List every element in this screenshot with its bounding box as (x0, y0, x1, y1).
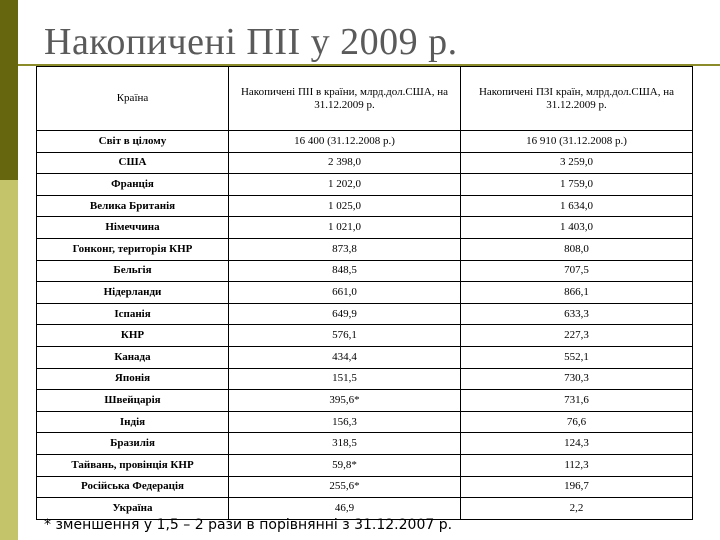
inward-fdi-cell: 661,0 (228, 281, 461, 304)
inward-fdi-cell: 848,5 (228, 259, 461, 283)
table-row: Російська Федерація 255,6* 196,7 (36, 475, 693, 499)
table-header-row: Країна Накопичені ПІІ в країни, млрд.дол… (36, 66, 693, 131)
inward-fdi-cell: 1 021,0 (228, 216, 461, 239)
outward-fdi-cell: 552,1 (460, 345, 693, 369)
inward-fdi-cell: 318,5 (228, 432, 461, 455)
country-cell: Велика Британія (36, 194, 229, 218)
country-cell: Гонконг, територія КНР (36, 237, 229, 261)
inward-fdi-cell: 434,4 (228, 345, 461, 369)
footnote: * зменшення у 1,5 – 2 рази в порівнянні … (44, 517, 453, 533)
inward-fdi-cell: 1 202,0 (228, 173, 461, 196)
country-cell: Японія (36, 367, 229, 391)
table-row: Гонконг, територія КНР 873,8 808,0 (36, 237, 693, 261)
side-bar-dark-segment (0, 0, 18, 180)
table-row: Нідерланди 661,0 866,1 (36, 281, 693, 304)
outward-fdi-cell: 808,0 (460, 237, 693, 261)
table-row: Світ в цілому 16 400 (31.12.2008 р.) 16 91… (36, 130, 693, 153)
country-cell: Нідерланди (36, 281, 229, 304)
table-row: Канада 434,4 552,1 (36, 345, 693, 369)
outward-fdi-cell: 112,3 (460, 453, 693, 477)
inward-fdi-cell: 2 398,0 (228, 151, 461, 175)
outward-fdi-cell: 1 759,0 (460, 173, 693, 196)
table-row: Франція 1 202,0 1 759,0 (36, 173, 693, 196)
inward-fdi-cell: 156,3 (228, 410, 461, 434)
table-row: Бразилія 318,5 124,3 (36, 432, 693, 455)
table-row: Німеччина 1 021,0 1 403,0 (36, 216, 693, 239)
table-row: Україна 46,9 2,2 (36, 497, 693, 520)
outward-fdi-cell: 707,5 (460, 259, 693, 283)
table-row: Японія 151,5 730,3 (36, 367, 693, 391)
side-bar-light-segment (0, 180, 18, 540)
outward-fdi-cell: 633,3 (460, 302, 693, 326)
outward-fdi-cell: 1 403,0 (460, 216, 693, 239)
country-cell: Німеччина (36, 216, 229, 239)
outward-fdi-cell: 2,2 (460, 497, 693, 520)
country-cell: Канада (36, 345, 229, 369)
outward-fdi-cell: 866,1 (460, 281, 693, 304)
table-row: Індія 156,3 76,6 (36, 410, 693, 434)
inward-fdi-cell: 59,8* (228, 453, 461, 477)
country-cell: Бразилія (36, 432, 229, 455)
title-divider (18, 64, 720, 66)
inward-fdi-cell: 873,8 (228, 237, 461, 261)
country-cell: США (36, 151, 229, 175)
country-cell: Іспанія (36, 302, 229, 326)
inward-fdi-cell: 649,9 (228, 302, 461, 326)
inward-fdi-cell: 1 025,0 (228, 194, 461, 218)
header-inward-fdi: Накопичені ПІІ в країни, млрд.дол.США, н… (228, 66, 461, 131)
country-cell: Бельгія (36, 259, 229, 283)
outward-fdi-cell: 227,3 (460, 324, 693, 347)
fdi-table: Країна Накопичені ПІІ в країни, млрд.дол… (36, 66, 693, 520)
inward-fdi-cell: 395,6* (228, 389, 461, 412)
inward-fdi-cell: 16 400 (31.12.2008 р.) (228, 130, 461, 153)
outward-fdi-cell: 1 634,0 (460, 194, 693, 218)
country-cell: Російська Федерація (36, 475, 229, 499)
slide-title: Накопичені ПІІ у 2009 р. (44, 21, 458, 63)
country-cell: Індія (36, 410, 229, 434)
fdi-table-body: Країна Накопичені ПІІ в країни, млрд.дол… (36, 66, 693, 520)
side-accent-bar (0, 0, 18, 540)
country-cell: Україна (36, 497, 229, 520)
country-cell: Світ в цілому (36, 130, 229, 153)
inward-fdi-cell: 576,1 (228, 324, 461, 347)
table-row: КНР 576,1 227,3 (36, 324, 693, 347)
table-row: США 2 398,0 3 259,0 (36, 151, 693, 175)
outward-fdi-cell: 124,3 (460, 432, 693, 455)
header-outward-fdi: Накопичені ПЗІ країн, млрд.дол.США, на 3… (460, 66, 693, 131)
outward-fdi-cell: 16 910 (31.12.2008 р.) (460, 130, 693, 153)
outward-fdi-cell: 731,6 (460, 389, 693, 412)
country-cell: Швейцарія (36, 389, 229, 412)
outward-fdi-cell: 196,7 (460, 475, 693, 499)
table-row: Велика Британія 1 025,0 1 634,0 (36, 194, 693, 218)
table-row: Швейцарія 395,6* 731,6 (36, 389, 693, 412)
outward-fdi-cell: 76,6 (460, 410, 693, 434)
country-cell: Тайвань, провінція КНР (36, 453, 229, 477)
header-country: Країна (36, 66, 229, 131)
inward-fdi-cell: 151,5 (228, 367, 461, 391)
inward-fdi-cell: 255,6* (228, 475, 461, 499)
outward-fdi-cell: 3 259,0 (460, 151, 693, 175)
table-row: Тайвань, провінція КНР 59,8* 112,3 (36, 453, 693, 477)
country-cell: КНР (36, 324, 229, 347)
table-row: Іспанія 649,9 633,3 (36, 302, 693, 326)
country-cell: Франція (36, 173, 229, 196)
table-row: Бельгія 848,5 707,5 (36, 259, 693, 283)
outward-fdi-cell: 730,3 (460, 367, 693, 391)
inward-fdi-cell: 46,9 (228, 497, 461, 520)
